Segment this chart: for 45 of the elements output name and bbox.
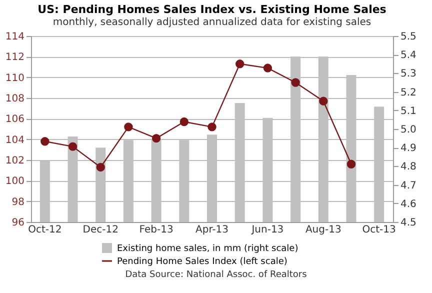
point — [40, 137, 50, 146]
y2-tick-label: 5.4 — [400, 50, 416, 62]
y-tick-label: 102 — [5, 156, 24, 166]
point — [319, 96, 328, 106]
y2-tick-label: 4.7 — [400, 180, 416, 192]
y2-tick-label: 4.8 — [400, 162, 416, 173]
x-tick-label: Feb-13 — [139, 224, 174, 236]
point — [152, 134, 161, 143]
y-tick-label: 110 — [5, 72, 24, 84]
x-tick-label: Jun-13 — [250, 224, 284, 236]
y-tick-label: 96 — [12, 218, 24, 228]
point — [180, 117, 189, 126]
y2-tick-label: 4.5 — [400, 218, 416, 228]
y2-tick-label: 5.2 — [400, 87, 416, 98]
y-tick-label: 106 — [5, 114, 24, 126]
y-tick-label: 100 — [5, 176, 24, 188]
point — [208, 122, 216, 132]
legend-label: Pending Home Sales Index (left scale) — [117, 257, 288, 267]
y-tick-label: 114 — [5, 32, 24, 42]
y-tick-label: 98 — [12, 196, 24, 208]
x-tick-label: Aug-13 — [305, 224, 342, 236]
y-tick-label: 104 — [5, 134, 24, 146]
x-tick-label: Oct-13 — [362, 224, 396, 236]
source-note: Data Source: National Assoc. of Realtors — [124, 269, 308, 282]
point — [235, 60, 244, 68]
chart-title: US: Pending Homes Sales Index vs. Existing Home Sales — [38, 3, 387, 16]
point — [124, 122, 133, 132]
legend-label: Existing home sales, in mm (right scale) — [117, 244, 298, 254]
point — [96, 162, 105, 172]
x-tick-label: Oct-12 — [28, 224, 62, 236]
point — [346, 160, 356, 168]
y2-tick-label: 5.0 — [400, 124, 416, 136]
x-tick-label: Dec-12 — [82, 224, 118, 236]
y2-tick-label: 4.9 — [400, 143, 416, 154]
y2-tick-label: 5.3 — [400, 68, 416, 80]
y2-tick-label: 4.6 — [400, 198, 416, 210]
point — [291, 78, 300, 87]
point — [263, 64, 272, 72]
point — [68, 142, 78, 151]
x-tick-label: Apr-13 — [196, 224, 228, 236]
y-tick-label: 108 — [5, 94, 24, 104]
y-tick-label: 112 — [5, 52, 24, 64]
y2-tick-label: 5.1 — [400, 106, 416, 117]
chart-subtitle: monthly, seasonally adjusted annualized data for existing sales — [52, 17, 372, 28]
y2-tick-label: 5.5 — [400, 32, 416, 42]
